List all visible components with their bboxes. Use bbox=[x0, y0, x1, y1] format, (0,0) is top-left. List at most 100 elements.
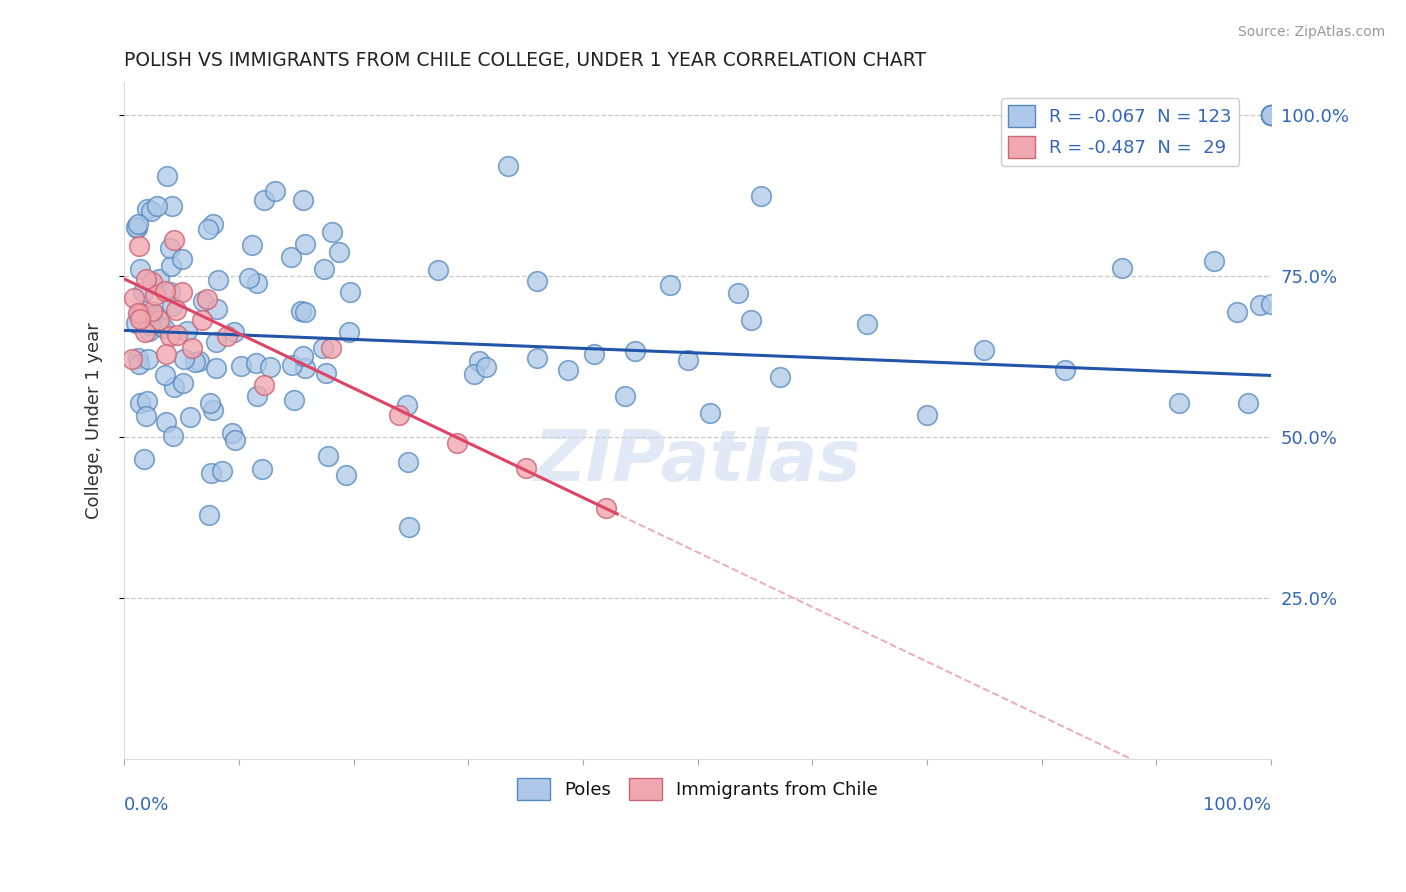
Point bbox=[1249, 298, 1271, 312]
Point bbox=[699, 405, 721, 419]
Point bbox=[253, 194, 276, 208]
Point bbox=[582, 347, 605, 361]
Point bbox=[595, 500, 617, 515]
Point bbox=[129, 307, 152, 321]
Point bbox=[222, 325, 245, 339]
Point bbox=[769, 369, 792, 384]
Point bbox=[179, 409, 201, 424]
Point bbox=[468, 354, 491, 368]
Point bbox=[138, 324, 160, 338]
Point bbox=[659, 278, 682, 293]
Point bbox=[160, 259, 183, 273]
Point bbox=[162, 429, 184, 443]
Point bbox=[191, 293, 214, 308]
Point bbox=[136, 351, 159, 366]
Point bbox=[245, 356, 267, 370]
Point bbox=[221, 425, 243, 440]
Point bbox=[294, 304, 316, 318]
Point bbox=[727, 286, 749, 301]
Point bbox=[395, 398, 418, 412]
Point bbox=[1260, 107, 1282, 121]
Point bbox=[328, 245, 350, 260]
Text: Source: ZipAtlas.com: Source: ZipAtlas.com bbox=[1237, 25, 1385, 39]
Point bbox=[515, 460, 537, 475]
Point bbox=[136, 308, 159, 322]
Point bbox=[973, 343, 995, 358]
Point bbox=[623, 344, 645, 359]
Point bbox=[155, 415, 177, 429]
Point bbox=[264, 184, 287, 198]
Point bbox=[1260, 296, 1282, 310]
Point bbox=[856, 318, 879, 332]
Point bbox=[166, 328, 188, 343]
Point bbox=[526, 351, 548, 365]
Point bbox=[135, 409, 157, 423]
Point bbox=[339, 285, 361, 299]
Point bbox=[159, 285, 181, 300]
Point bbox=[127, 306, 149, 320]
Point bbox=[259, 359, 281, 374]
Point bbox=[129, 396, 152, 410]
Legend: Poles, Immigrants from Chile: Poles, Immigrants from Chile bbox=[510, 771, 886, 807]
Point bbox=[290, 304, 312, 318]
Point bbox=[740, 313, 762, 327]
Point bbox=[240, 238, 263, 252]
Text: POLISH VS IMMIGRANTS FROM CHILE COLLEGE, UNDER 1 YEAR CORRELATION CHART: POLISH VS IMMIGRANTS FROM CHILE COLLEGE,… bbox=[124, 51, 927, 70]
Point bbox=[159, 241, 181, 255]
Point bbox=[229, 359, 252, 374]
Point bbox=[132, 285, 155, 299]
Point bbox=[321, 226, 343, 240]
Point bbox=[146, 199, 169, 213]
Point bbox=[141, 304, 163, 318]
Point bbox=[294, 360, 316, 375]
Point bbox=[204, 335, 226, 350]
Point bbox=[339, 326, 361, 340]
Point bbox=[148, 313, 170, 327]
Point bbox=[198, 396, 221, 410]
Point bbox=[176, 324, 198, 338]
Point bbox=[283, 393, 305, 408]
Point bbox=[172, 376, 194, 390]
Point bbox=[127, 217, 149, 231]
Point bbox=[162, 299, 184, 313]
Point bbox=[135, 272, 157, 286]
Point bbox=[153, 321, 176, 335]
Point bbox=[1237, 395, 1260, 409]
Point bbox=[172, 252, 194, 267]
Point bbox=[191, 313, 214, 327]
Point bbox=[294, 237, 316, 252]
Point bbox=[1226, 304, 1249, 318]
Point bbox=[181, 341, 204, 355]
Point bbox=[496, 160, 519, 174]
Point bbox=[128, 239, 150, 253]
Point bbox=[195, 292, 218, 306]
Point bbox=[526, 274, 548, 288]
Point bbox=[312, 341, 335, 355]
Point bbox=[184, 355, 207, 369]
Point bbox=[224, 433, 246, 447]
Point bbox=[280, 250, 302, 264]
Point bbox=[1260, 107, 1282, 121]
Point bbox=[146, 309, 169, 323]
Point bbox=[153, 285, 176, 299]
Point bbox=[1260, 107, 1282, 121]
Point bbox=[207, 273, 229, 287]
Point bbox=[201, 403, 224, 417]
Point bbox=[316, 449, 339, 463]
Point bbox=[281, 359, 304, 373]
Point bbox=[149, 318, 172, 333]
Point bbox=[246, 276, 269, 290]
Point bbox=[138, 318, 160, 332]
Point bbox=[1202, 253, 1225, 268]
Point bbox=[128, 357, 150, 371]
Point bbox=[335, 467, 357, 482]
Point bbox=[134, 325, 156, 339]
Point bbox=[156, 169, 179, 183]
Point bbox=[205, 360, 228, 375]
Point bbox=[1168, 396, 1191, 410]
Point bbox=[211, 464, 233, 478]
Point bbox=[198, 508, 221, 522]
Point bbox=[246, 389, 269, 403]
Point bbox=[159, 329, 181, 343]
Point bbox=[315, 366, 337, 380]
